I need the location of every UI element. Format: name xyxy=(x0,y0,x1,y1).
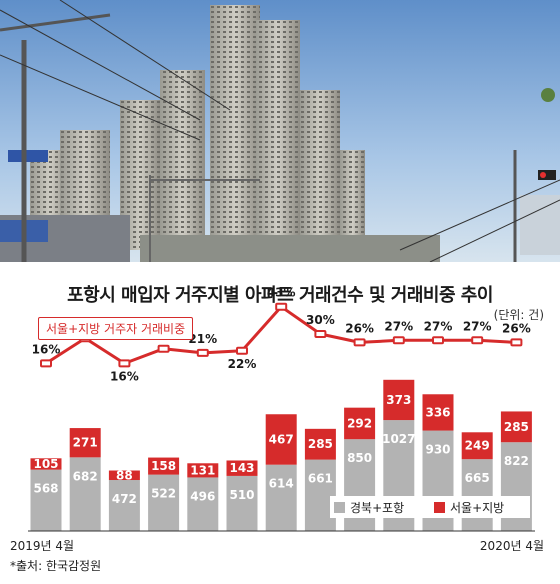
apartment-photo xyxy=(0,0,560,262)
share-point-label: 30% xyxy=(306,313,335,327)
share-point-label: 26% xyxy=(502,321,531,335)
share-point xyxy=(314,330,327,338)
bar-gyeongbuk xyxy=(304,459,336,531)
share-point-label: 16% xyxy=(32,342,61,356)
bar-gyeongbuk xyxy=(226,475,258,531)
bar-label-gyeongbuk: 1027 xyxy=(382,432,415,446)
bar-seoul xyxy=(187,463,219,478)
bar-label-gyeongbuk: 496 xyxy=(190,489,215,503)
bar-label-seoul: 285 xyxy=(308,437,333,451)
chart-title: 포항시 매입자 거주지별 아파트 거래건수 및 거래비중 추이 xyxy=(67,285,493,306)
bar-gyeongbuk xyxy=(30,469,62,531)
bar-seoul xyxy=(108,470,140,481)
x-end-label: 2020년 4월 xyxy=(479,539,544,553)
unit-note: (단위: 건) xyxy=(493,308,544,322)
bar-seoul xyxy=(344,407,376,440)
bar-label-gyeongbuk: 822 xyxy=(504,454,529,468)
bar-label-gyeongbuk: 510 xyxy=(229,488,254,502)
bar-seoul xyxy=(226,460,258,476)
bar-label-gyeongbuk: 850 xyxy=(347,451,372,465)
share-point xyxy=(275,302,288,311)
bar-seoul xyxy=(500,411,532,443)
share-point xyxy=(236,346,248,355)
bar-label-gyeongbuk: 661 xyxy=(308,472,333,486)
bar-label-gyeongbuk: 682 xyxy=(73,469,98,483)
bar-label-seoul: 271 xyxy=(73,436,98,450)
bar-seoul xyxy=(383,379,415,421)
legend-swatch-red xyxy=(434,502,445,513)
share-point xyxy=(353,338,366,347)
legend-swatch-gray xyxy=(334,502,345,513)
share-point-label: 27% xyxy=(463,319,492,333)
bar-label-gyeongbuk: 568 xyxy=(33,482,58,496)
bar-label-seoul: 336 xyxy=(425,405,450,419)
share-point xyxy=(392,336,405,345)
share-point xyxy=(118,359,131,368)
bar-gyeongbuk xyxy=(461,459,493,531)
bar-gyeongbuk xyxy=(148,474,180,531)
bar-gyeongbuk xyxy=(265,464,297,531)
bar-label-seoul: 373 xyxy=(386,393,411,407)
share-point-label: 21% xyxy=(188,332,217,346)
share-point-label: 43% xyxy=(267,286,296,300)
share-series-label: 서울+지방 거주자 거래비중 xyxy=(38,317,194,340)
bar-label-seoul: 143 xyxy=(229,461,254,475)
bar-label-seoul: 105 xyxy=(33,457,58,471)
bar-label-seoul: 131 xyxy=(190,463,215,477)
bar-label-seoul: 467 xyxy=(269,432,294,446)
x-start-label: 2019년 4월 xyxy=(10,539,75,553)
bar-seoul xyxy=(461,432,493,460)
bar-label-gyeongbuk: 472 xyxy=(112,492,137,506)
source-note: *출처: 한국감정원 xyxy=(10,559,102,573)
share-point-label: 27% xyxy=(424,319,453,333)
bar-label-gyeongbuk: 930 xyxy=(425,443,450,457)
bar-label-seoul: 292 xyxy=(347,416,372,430)
bar-seoul xyxy=(69,428,101,458)
bar-label-seoul: 88 xyxy=(116,468,133,482)
bar-labels: 568 105 682 271 472 88 522 158 496 131 510 143 614 46… xyxy=(33,393,528,506)
legend-label-gyeongbuk: 경북+포항 xyxy=(350,501,405,515)
share-point xyxy=(471,336,484,345)
share-point xyxy=(196,348,209,357)
share-point-label: 22% xyxy=(228,357,257,371)
bar-label-seoul: 158 xyxy=(151,459,176,473)
share-point-label: 16% xyxy=(110,369,139,383)
bar-label-gyeongbuk: 665 xyxy=(465,471,490,485)
share-point xyxy=(510,338,523,347)
bar-gyeongbuk xyxy=(187,477,219,531)
bar-gyeongbuk xyxy=(108,480,140,531)
bar-gyeongbuk xyxy=(69,457,101,531)
bar-label-gyeongbuk: 614 xyxy=(269,477,294,491)
bar-label-seoul: 285 xyxy=(504,420,529,434)
bar-label-seoul: 249 xyxy=(465,439,490,453)
legend-label-seoul: 서울+지방 xyxy=(450,501,505,515)
bar-seoul xyxy=(304,428,336,460)
bar-label-gyeongbuk: 522 xyxy=(151,487,176,501)
legend: 경북+포항 서울+지방 xyxy=(330,496,530,518)
share-point xyxy=(40,359,52,368)
share-point-label: 26% xyxy=(345,321,374,335)
share-point xyxy=(432,336,444,345)
bar-seoul xyxy=(30,458,62,470)
share-point-label: 27% xyxy=(384,319,413,333)
bar-seoul xyxy=(148,457,180,475)
bar-seoul xyxy=(422,394,454,431)
chart: 568 105 682 271 472 88 522 158 496 131 510 143 614 46… xyxy=(28,286,535,532)
share-point xyxy=(157,344,170,353)
bar-seoul xyxy=(265,414,297,465)
